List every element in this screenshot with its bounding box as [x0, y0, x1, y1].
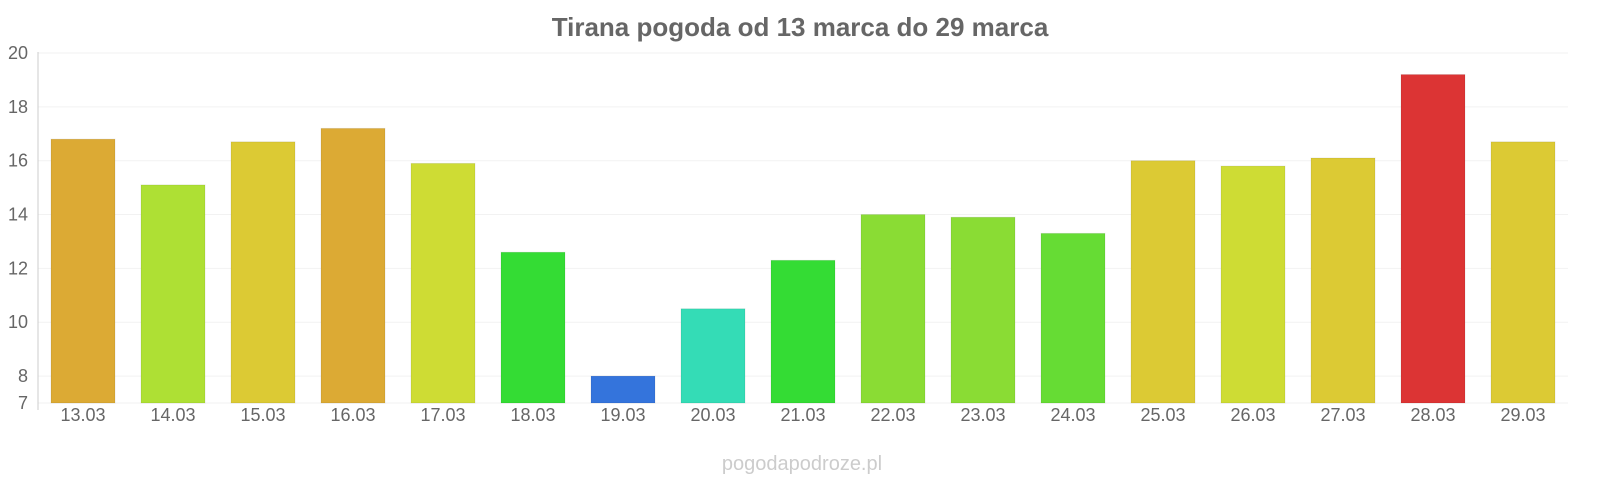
bar-13.03	[50, 138, 116, 404]
x-tick-label: 14.03	[150, 405, 195, 425]
bar-14.03	[140, 184, 206, 404]
x-tick-label: 21.03	[780, 405, 825, 425]
site-credit: pogodapodroze.pl	[722, 453, 882, 475]
x-tick-label: 20.03	[690, 405, 735, 425]
x-tick-label: 16.03	[330, 405, 375, 425]
bar-21.03	[770, 259, 836, 404]
bars	[50, 74, 1556, 404]
x-tick-label: 26.03	[1230, 405, 1275, 425]
x-tick-label: 28.03	[1410, 405, 1455, 425]
y-tick-label: 12	[8, 258, 28, 278]
y-tick-label: 20	[8, 43, 28, 63]
bar-15.03	[230, 141, 296, 404]
bar-17.03	[410, 162, 476, 404]
bar-23.03	[950, 216, 1016, 404]
x-tick-label: 17.03	[420, 405, 465, 425]
x-tick-label: 13.03	[60, 405, 105, 425]
x-tick-label: 23.03	[960, 405, 1005, 425]
bar-19.03	[590, 375, 656, 404]
x-tick-label: 22.03	[870, 405, 915, 425]
y-tick-label: 10	[8, 312, 28, 332]
y-tick-label: 7	[18, 393, 28, 413]
x-tick-label: 15.03	[240, 405, 285, 425]
bar-27.03	[1310, 157, 1376, 404]
x-tick-label: 25.03	[1140, 405, 1185, 425]
y-tick-label: 18	[8, 97, 28, 117]
y-tick-label: 8	[18, 366, 28, 386]
bar-26.03	[1220, 165, 1286, 404]
x-axis-ticks: 13.03 14.03 15.03 16.03 17.03 18.03 19.03 20.03…	[60, 405, 1545, 425]
x-tick-label: 19.03	[600, 405, 645, 425]
bar-28.03	[1400, 74, 1466, 404]
bar-29.03	[1490, 141, 1556, 404]
x-tick-label: 24.03	[1050, 405, 1095, 425]
bar-20.03	[680, 308, 746, 404]
bar-24.03	[1040, 232, 1106, 404]
y-tick-label: 14	[8, 205, 28, 225]
x-tick-label: 27.03	[1320, 405, 1365, 425]
chart-title: Tirana pogoda od 13 marca do 29 marca	[552, 12, 1049, 42]
y-tick-label: 16	[8, 151, 28, 171]
bar-22.03	[860, 214, 926, 404]
y-axis-ticks: 7 8 10 12 14 16 18 20	[8, 43, 28, 413]
bar-25.03	[1130, 160, 1196, 404]
x-tick-label: 18.03	[510, 405, 555, 425]
bar-18.03	[500, 251, 566, 404]
x-tick-label: 29.03	[1500, 405, 1545, 425]
bar-16.03	[320, 127, 386, 404]
